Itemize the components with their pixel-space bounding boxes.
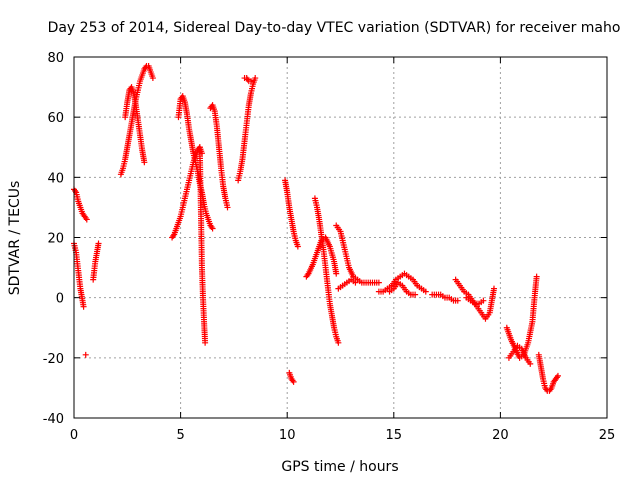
data-point [491, 285, 498, 292]
data-point [554, 372, 561, 379]
data-point [209, 225, 216, 232]
data-point [294, 243, 301, 250]
data-point [290, 378, 297, 385]
data-point [80, 303, 87, 310]
data-point [202, 339, 209, 346]
data-point [533, 273, 540, 280]
data-point [149, 75, 156, 82]
x-tick-label: 10 [279, 428, 296, 443]
data-point [141, 159, 148, 166]
chart-title: Day 253 of 2014, Sidereal Day-to-day VTE… [48, 20, 621, 36]
x-axis-label: GPS time / hours [281, 459, 398, 475]
data-point [480, 297, 487, 304]
x-tick-label: 15 [386, 428, 403, 443]
data-point [375, 279, 382, 286]
data-point [224, 204, 231, 211]
data-point [412, 291, 419, 298]
y-tick-label: 0 [56, 292, 64, 307]
x-tick-label: 20 [492, 428, 509, 443]
data-point [95, 240, 102, 247]
data-point [247, 78, 254, 85]
x-tick-label: 25 [599, 428, 616, 443]
y-axis-label: SDTVAR / TECUs [7, 181, 23, 296]
data-point [422, 288, 429, 295]
y-tick-label: 60 [47, 111, 64, 126]
data-point [82, 351, 89, 358]
data-point [333, 270, 340, 277]
y-tick-label: 80 [47, 51, 64, 66]
x-tick-label: 0 [70, 428, 78, 443]
y-tick-label: 40 [47, 171, 64, 186]
y-tick-label: -20 [43, 352, 64, 367]
data-point [335, 339, 342, 346]
data-point [352, 279, 359, 286]
y-tick-label: 20 [47, 232, 64, 247]
data-point [527, 360, 534, 367]
y-tick-label: -40 [43, 412, 64, 427]
plot-frame [73, 56, 608, 419]
x-tick-label: 5 [176, 428, 184, 443]
data-point [83, 216, 90, 223]
data-point [252, 75, 259, 82]
data-point [454, 297, 461, 304]
data-points [71, 63, 561, 394]
